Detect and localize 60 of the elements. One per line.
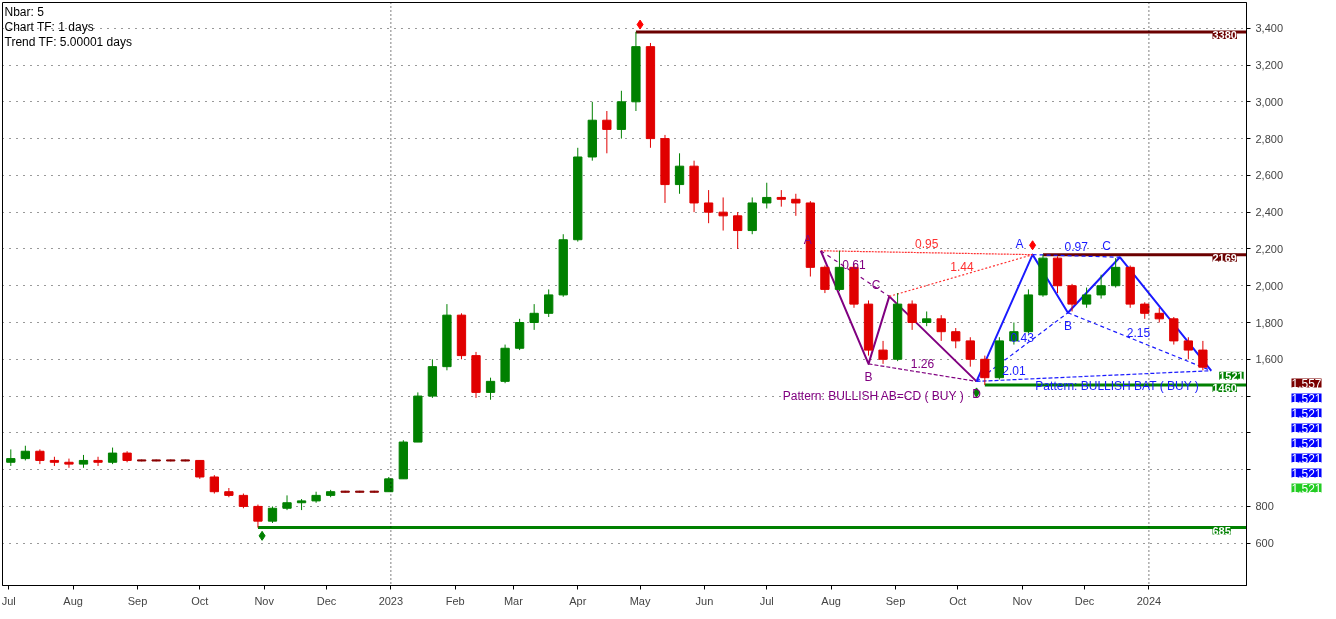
annotation: 0.95 bbox=[915, 236, 939, 251]
y-tick-label: 1,600 bbox=[1255, 353, 1284, 366]
x-tick-label: Dec bbox=[1074, 594, 1095, 607]
y-tick-label: 3,200 bbox=[1255, 59, 1284, 72]
annotation: Nbar: 5 bbox=[4, 4, 45, 19]
y-tick-label: 3,400 bbox=[1255, 22, 1284, 35]
annotation: 0.97 bbox=[1064, 239, 1089, 254]
x-tick-label: Sep bbox=[885, 594, 906, 607]
y-tick-label: 600 bbox=[1255, 537, 1274, 550]
annotation: Pattern: BULLISH AB=CD ( BUY ) bbox=[782, 389, 964, 404]
x-tick-label: Mar bbox=[503, 594, 524, 607]
x-tick-label: Oct bbox=[949, 594, 967, 607]
x-tick-label: Feb bbox=[445, 594, 465, 607]
annotation: 0.61 bbox=[842, 257, 866, 272]
annotation: B bbox=[864, 369, 873, 384]
ref-line-label: 685 bbox=[1212, 524, 1231, 537]
text: 1,521 bbox=[1291, 391, 1322, 406]
y-tick-label: 2,000 bbox=[1255, 279, 1284, 292]
annotation: 1521 bbox=[1219, 369, 1244, 382]
x-tick-label: Dec bbox=[316, 594, 337, 607]
annotation: Pattern: BULLISH BAT ( BUY ) bbox=[1035, 378, 1199, 393]
annotation: 1.44 bbox=[950, 259, 974, 274]
x-tick-label: Jun bbox=[695, 594, 714, 607]
text: 1,521 bbox=[1291, 421, 1322, 436]
x-tick-label: Aug bbox=[821, 594, 841, 607]
y-tick-label: 2,600 bbox=[1255, 169, 1284, 182]
y-tick-label: 2,200 bbox=[1255, 242, 1284, 255]
annotation: C bbox=[871, 278, 881, 293]
y-tick-label: 2,800 bbox=[1255, 132, 1284, 145]
x-tick-label: Jul bbox=[1, 594, 16, 607]
x-tick-label: Sep bbox=[127, 594, 148, 607]
annotation: 2.15 bbox=[1126, 325, 1151, 340]
y-tick-label: 2,400 bbox=[1255, 206, 1284, 219]
annotation: 1.26 bbox=[910, 356, 935, 371]
ref-line-label: 3380 bbox=[1212, 28, 1237, 41]
text: 1,521 bbox=[1291, 481, 1322, 496]
x-tick-label: Aug bbox=[63, 594, 83, 607]
annotation: Trend TF: 5.00001 days bbox=[4, 34, 132, 49]
x-tick-label: 2023 bbox=[378, 594, 404, 607]
x-tick-label: Jul bbox=[759, 594, 774, 607]
y-tick-label: 3,000 bbox=[1255, 95, 1284, 108]
x-tick-label: Oct bbox=[191, 594, 209, 607]
y-tick-label: 1,800 bbox=[1255, 316, 1284, 329]
text: 1,521 bbox=[1291, 406, 1322, 421]
annotation: C bbox=[1102, 239, 1112, 254]
annotation: B bbox=[1063, 318, 1072, 333]
x-tick-label: Apr bbox=[569, 594, 587, 607]
x-tick-label: 2024 bbox=[1136, 594, 1162, 607]
text: 1,557 bbox=[1291, 376, 1322, 391]
x-tick-label: May bbox=[629, 594, 651, 607]
text: 1,521 bbox=[1291, 466, 1322, 481]
text: 1,521 bbox=[1291, 436, 1322, 451]
y-tick-label: 800 bbox=[1255, 500, 1274, 513]
annotation: A bbox=[1015, 236, 1024, 251]
ref-line-label: 1460 bbox=[1212, 382, 1237, 395]
x-tick-label: Nov bbox=[1012, 594, 1033, 607]
annotation: Chart TF: 1 days bbox=[4, 19, 94, 34]
text: 1,521 bbox=[1291, 451, 1322, 466]
ref-line-label: 2169 bbox=[1212, 251, 1237, 264]
x-tick-label: Nov bbox=[254, 594, 275, 607]
